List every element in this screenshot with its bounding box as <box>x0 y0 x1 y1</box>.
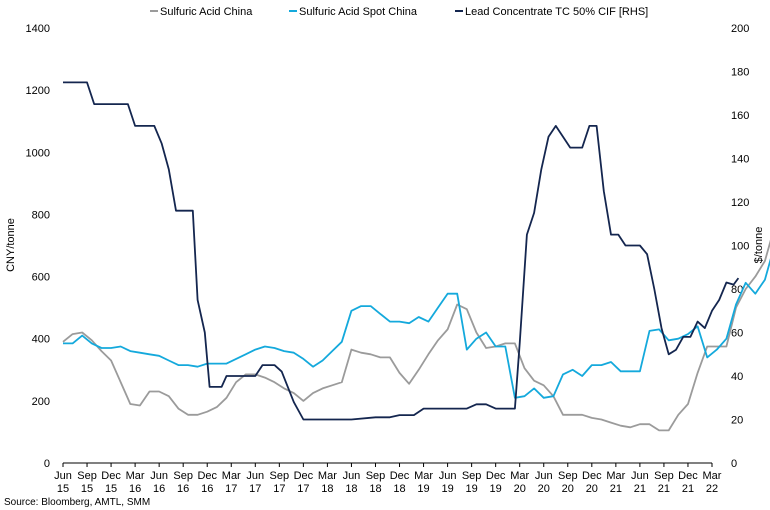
series-line-1 <box>62 239 770 432</box>
x-tick-label: 21 <box>634 483 646 495</box>
x-tick-label: Mar <box>318 470 337 482</box>
y-left-tick-label: 600 <box>32 272 50 284</box>
y-right-tick-label: 160 <box>731 110 749 122</box>
legend: Sulfuric Acid China Sulfuric Acid Spot Ch… <box>150 6 648 18</box>
series-lines <box>62 81 770 432</box>
x-tick-label: 19 <box>441 483 453 495</box>
x-tick-label: 15 <box>57 483 69 495</box>
x-tick-label: Dec <box>486 470 506 482</box>
x-tick-label: Dec <box>678 470 698 482</box>
x-tick-label: 17 <box>249 483 261 495</box>
x-tick-label: 19 <box>490 483 502 495</box>
x-tick-label: 16 <box>177 483 189 495</box>
y-left-tick-label: 200 <box>32 396 50 408</box>
x-tick-label: 18 <box>369 483 381 495</box>
x-tick-label: 19 <box>417 483 429 495</box>
x-tick-label: 18 <box>345 483 357 495</box>
y-axis-left-label: CNY/tonne <box>5 218 17 272</box>
x-tick-label: Mar <box>510 470 529 482</box>
y-right-tick-label: 180 <box>731 67 749 79</box>
x-tick-label: 15 <box>105 483 117 495</box>
x-tick-label: 22 <box>706 483 718 495</box>
x-tick-label: Dec <box>197 470 217 482</box>
x-tick-label: Mar <box>606 470 625 482</box>
x-tick-label: 20 <box>514 483 526 495</box>
y-right-tick-label: 200 <box>731 23 749 35</box>
y-left-tick-label: 1000 <box>26 147 50 159</box>
x-tick-label: 20 <box>562 483 574 495</box>
x-tick-label: Sep <box>654 470 674 482</box>
x-tick-label: 17 <box>273 483 285 495</box>
x-tick-label: Sep <box>366 470 386 482</box>
x-tick-label: Jun <box>343 470 361 482</box>
x-tick-label: Sep <box>77 470 97 482</box>
x-tick-label: Dec <box>101 470 121 482</box>
legend-label-3: Lead Concentrate TC 50% CIF [RHS] <box>465 6 648 18</box>
y-right-tick-label: 60 <box>731 328 743 340</box>
y-left-tick-label: 800 <box>32 209 50 221</box>
x-tick-label: Dec <box>390 470 410 482</box>
x-tick-label: Dec <box>294 470 314 482</box>
legend-label-2: Sulfuric Acid Spot China <box>299 6 418 18</box>
x-tick-label: Jun <box>54 470 72 482</box>
x-tick-label: Sep <box>462 470 482 482</box>
x-tick-label: Sep <box>558 470 578 482</box>
legend-label-1: Sulfuric Acid China <box>160 6 253 18</box>
x-tick-label: Mar <box>703 470 722 482</box>
x-tick-label: Jun <box>439 470 457 482</box>
x-tick-label: Jun <box>246 470 264 482</box>
x-tick-label: 16 <box>201 483 213 495</box>
y-left-tick-label: 0 <box>44 458 50 470</box>
series-line-3 <box>63 81 740 421</box>
series-line-2 <box>63 258 770 399</box>
x-tick-label: 18 <box>393 483 405 495</box>
x-tick-label: 16 <box>129 483 141 495</box>
x-tick-label: 18 <box>321 483 333 495</box>
x-tick-label: Jun <box>150 470 168 482</box>
x-tick-label: 16 <box>153 483 165 495</box>
y-right-tick-label: 140 <box>731 154 749 166</box>
source-note: Source: Bloomberg, AMTL, SMM <box>4 497 150 508</box>
x-tick-label: 21 <box>682 483 694 495</box>
x-tick-label: Dec <box>582 470 602 482</box>
x-tick-label: Jun <box>631 470 649 482</box>
x-tick-label: Sep <box>270 470 290 482</box>
y-axis-right-label: $/tonne <box>753 227 765 264</box>
x-tick-label: 21 <box>658 483 670 495</box>
y-left-tick-label: 400 <box>32 334 50 346</box>
x-tick-label: 15 <box>81 483 93 495</box>
x-tick-label: 21 <box>610 483 622 495</box>
y-left-tick-label: 1400 <box>26 23 50 35</box>
y-right-tick-label: 20 <box>731 415 743 427</box>
y-right-tick-label: 100 <box>731 241 749 253</box>
x-tick-label: 17 <box>297 483 309 495</box>
x-tick-label: Mar <box>126 470 145 482</box>
y-right-tick-label: 0 <box>731 458 737 470</box>
x-tick-label: 19 <box>466 483 478 495</box>
x-tick-label: Mar <box>414 470 433 482</box>
y-right-tick-label: 120 <box>731 197 749 209</box>
x-tick-label: Jun <box>535 470 553 482</box>
x-tick-label: 20 <box>538 483 550 495</box>
x-tick-label: Mar <box>222 470 241 482</box>
y-right-tick-label: 40 <box>731 371 743 383</box>
x-tick-label: 17 <box>225 483 237 495</box>
x-tick-label: 20 <box>586 483 598 495</box>
x-tick-label: Sep <box>173 470 193 482</box>
y-left-tick-label: 1200 <box>26 85 50 97</box>
